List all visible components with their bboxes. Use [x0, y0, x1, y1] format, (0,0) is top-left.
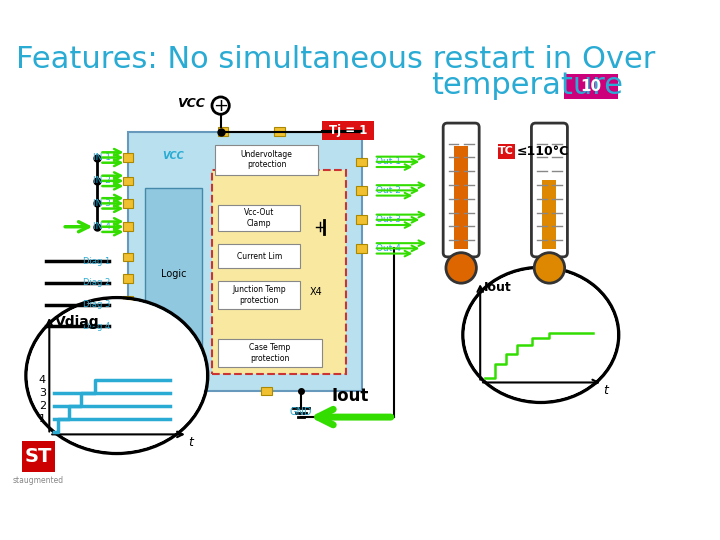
Text: Tj = 1: Tj = 1	[328, 124, 367, 137]
Text: staugmented: staugmented	[12, 476, 63, 485]
Text: Diag 2: Diag 2	[84, 279, 111, 287]
FancyBboxPatch shape	[212, 171, 346, 374]
Text: Diag 4: Diag 4	[84, 322, 111, 330]
Text: IN 3: IN 3	[93, 199, 111, 208]
Bar	[123, 222, 133, 231]
Bar	[218, 127, 228, 136]
Ellipse shape	[27, 299, 206, 451]
Text: 3: 3	[39, 388, 46, 398]
Text: Out 3: Out 3	[377, 215, 401, 224]
Text: Iout: Iout	[484, 281, 511, 294]
Bar	[454, 146, 468, 248]
Text: Vcc-Out
Clamp: Vcc-Out Clamp	[244, 208, 274, 228]
Bar	[356, 244, 367, 253]
FancyBboxPatch shape	[564, 75, 618, 99]
FancyBboxPatch shape	[145, 188, 202, 361]
FancyBboxPatch shape	[22, 441, 55, 472]
Bar	[123, 318, 133, 326]
Text: Iout: Iout	[332, 387, 369, 405]
FancyBboxPatch shape	[128, 132, 361, 391]
FancyBboxPatch shape	[218, 339, 322, 367]
Bar	[123, 274, 133, 283]
Bar	[356, 158, 367, 166]
Ellipse shape	[464, 269, 617, 401]
Text: Current Lim: Current Lim	[236, 252, 282, 261]
Text: VCC: VCC	[177, 97, 205, 110]
Text: Diag 1: Diag 1	[84, 257, 111, 266]
Text: 4: 4	[39, 375, 46, 385]
Text: 2: 2	[39, 401, 46, 411]
FancyBboxPatch shape	[498, 144, 515, 159]
Circle shape	[534, 253, 564, 283]
Text: IN 4: IN 4	[93, 222, 111, 231]
Text: Logic: Logic	[161, 269, 186, 279]
Bar	[123, 153, 133, 162]
Text: Out 2: Out 2	[377, 186, 401, 195]
FancyBboxPatch shape	[215, 145, 318, 175]
Text: VCC: VCC	[163, 151, 184, 161]
FancyBboxPatch shape	[322, 121, 374, 140]
Text: Case Temp
protection: Case Temp protection	[249, 343, 291, 363]
Text: ≤110°C: ≤110°C	[516, 145, 569, 158]
Text: temperature: temperature	[431, 71, 623, 100]
Bar	[123, 296, 133, 305]
Text: 10: 10	[580, 79, 601, 94]
Text: t: t	[603, 384, 608, 397]
Text: TC: TC	[498, 146, 514, 157]
Bar	[542, 179, 557, 248]
Text: X4: X4	[310, 287, 323, 296]
Text: Diag 3: Diag 3	[84, 300, 111, 309]
Text: IN 2: IN 2	[93, 177, 111, 185]
Bar	[356, 186, 367, 195]
Bar	[356, 215, 367, 224]
Bar	[123, 253, 133, 261]
Text: IN 1: IN 1	[93, 153, 111, 162]
Text: Vdiag: Vdiag	[55, 315, 99, 329]
FancyBboxPatch shape	[531, 123, 567, 257]
Text: Junction Temp
protection: Junction Temp protection	[233, 286, 286, 305]
FancyBboxPatch shape	[218, 244, 300, 268]
FancyBboxPatch shape	[444, 123, 480, 257]
Text: ST: ST	[24, 447, 52, 467]
Circle shape	[446, 253, 477, 283]
Text: t: t	[188, 436, 193, 449]
FancyBboxPatch shape	[218, 205, 300, 231]
Text: Features: No simultaneous restart in Over: Features: No simultaneous restart in Ove…	[16, 45, 655, 74]
FancyBboxPatch shape	[218, 281, 300, 309]
Text: +: +	[213, 97, 228, 114]
Text: Out 4: Out 4	[377, 244, 401, 253]
Text: Undervoltage
protection: Undervoltage protection	[240, 150, 292, 170]
Bar	[123, 199, 133, 208]
Bar	[274, 127, 284, 136]
Text: GND: GND	[290, 407, 312, 417]
Text: 1: 1	[39, 414, 46, 424]
Bar	[261, 387, 271, 395]
Bar	[123, 177, 133, 185]
Text: Out 1: Out 1	[377, 157, 401, 166]
